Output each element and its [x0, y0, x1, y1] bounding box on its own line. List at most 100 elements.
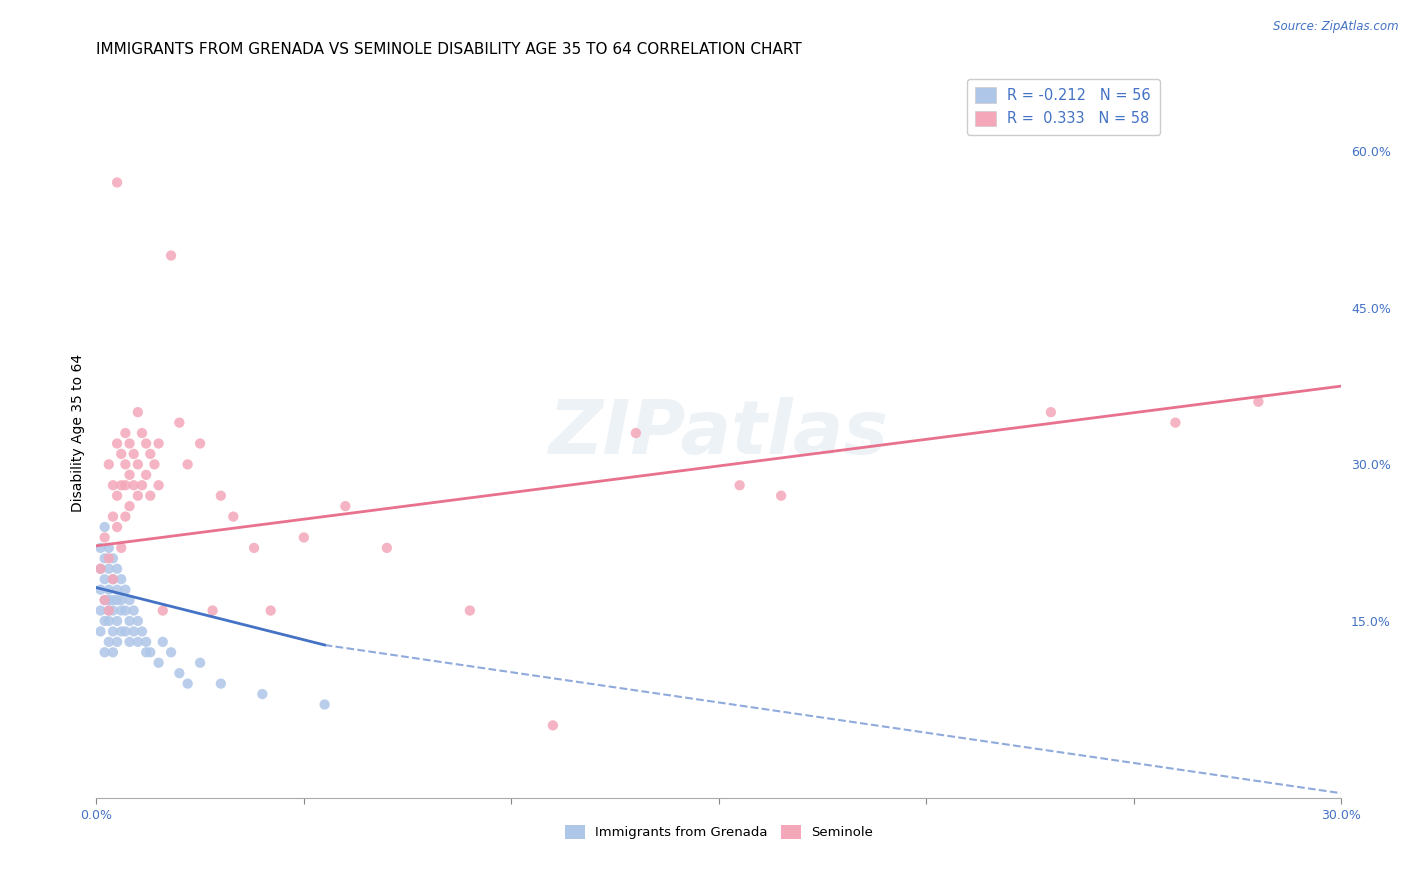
Point	[105, 593, 128, 607]
Point	[135, 467, 157, 482]
Point	[97, 614, 120, 628]
Point	[97, 458, 120, 472]
Point	[122, 624, 145, 639]
Point	[728, 478, 751, 492]
Point	[152, 603, 174, 617]
Point	[243, 541, 266, 555]
Point	[93, 645, 115, 659]
Point	[114, 624, 136, 639]
Point	[148, 656, 170, 670]
Point	[97, 551, 120, 566]
Point	[89, 562, 111, 576]
Point	[201, 603, 224, 617]
Point	[335, 499, 357, 513]
Point	[131, 478, 153, 492]
Point	[101, 572, 124, 586]
Point	[93, 520, 115, 534]
Point	[93, 614, 115, 628]
Point	[1039, 405, 1062, 419]
Point	[122, 447, 145, 461]
Point	[110, 478, 132, 492]
Point	[105, 520, 128, 534]
Point	[624, 425, 647, 440]
Text: IMMIGRANTS FROM GRENADA VS SEMINOLE DISABILITY AGE 35 TO 64 CORRELATION CHART: IMMIGRANTS FROM GRENADA VS SEMINOLE DISA…	[97, 42, 801, 57]
Point	[89, 541, 111, 555]
Point	[292, 531, 315, 545]
Point	[135, 436, 157, 450]
Point	[105, 635, 128, 649]
Point	[127, 405, 149, 419]
Point	[110, 593, 132, 607]
Point	[101, 572, 124, 586]
Point	[97, 603, 120, 617]
Point	[135, 635, 157, 649]
Point	[135, 645, 157, 659]
Point	[260, 603, 283, 617]
Point	[541, 718, 564, 732]
Point	[110, 624, 132, 639]
Point	[118, 499, 141, 513]
Point	[139, 447, 162, 461]
Point	[770, 489, 793, 503]
Point	[110, 572, 132, 586]
Point	[188, 436, 211, 450]
Point	[89, 624, 111, 639]
Point	[101, 645, 124, 659]
Point	[169, 416, 191, 430]
Point	[114, 425, 136, 440]
Point	[101, 478, 124, 492]
Point	[122, 603, 145, 617]
Point	[160, 645, 183, 659]
Point	[93, 551, 115, 566]
Point	[118, 593, 141, 607]
Point	[105, 614, 128, 628]
Point	[101, 593, 124, 607]
Point	[89, 603, 111, 617]
Point	[101, 551, 124, 566]
Point	[110, 603, 132, 617]
Point	[114, 582, 136, 597]
Point	[152, 635, 174, 649]
Point	[97, 582, 120, 597]
Point	[105, 582, 128, 597]
Point	[127, 635, 149, 649]
Point	[97, 635, 120, 649]
Point	[209, 489, 232, 503]
Point	[139, 645, 162, 659]
Point	[110, 541, 132, 555]
Point	[105, 562, 128, 576]
Point	[131, 624, 153, 639]
Point	[169, 666, 191, 681]
Point	[101, 603, 124, 617]
Point	[105, 436, 128, 450]
Point	[176, 458, 198, 472]
Point	[160, 249, 183, 263]
Point	[1247, 394, 1270, 409]
Point	[252, 687, 274, 701]
Point	[375, 541, 398, 555]
Point	[148, 478, 170, 492]
Point	[97, 603, 120, 617]
Point	[114, 458, 136, 472]
Point	[127, 489, 149, 503]
Legend: Immigrants from Grenada, Seminole: Immigrants from Grenada, Seminole	[560, 820, 879, 845]
Point	[97, 541, 120, 555]
Point	[114, 603, 136, 617]
Point	[127, 458, 149, 472]
Point	[93, 531, 115, 545]
Point	[118, 467, 141, 482]
Point	[89, 582, 111, 597]
Point	[222, 509, 245, 524]
Point	[127, 614, 149, 628]
Y-axis label: Disability Age 35 to 64: Disability Age 35 to 64	[72, 354, 86, 512]
Point	[93, 593, 115, 607]
Point	[118, 436, 141, 450]
Point	[139, 489, 162, 503]
Text: ZIPatlas: ZIPatlas	[548, 397, 889, 469]
Point	[209, 676, 232, 690]
Point	[114, 478, 136, 492]
Point	[114, 509, 136, 524]
Point	[110, 447, 132, 461]
Point	[131, 425, 153, 440]
Point	[143, 458, 166, 472]
